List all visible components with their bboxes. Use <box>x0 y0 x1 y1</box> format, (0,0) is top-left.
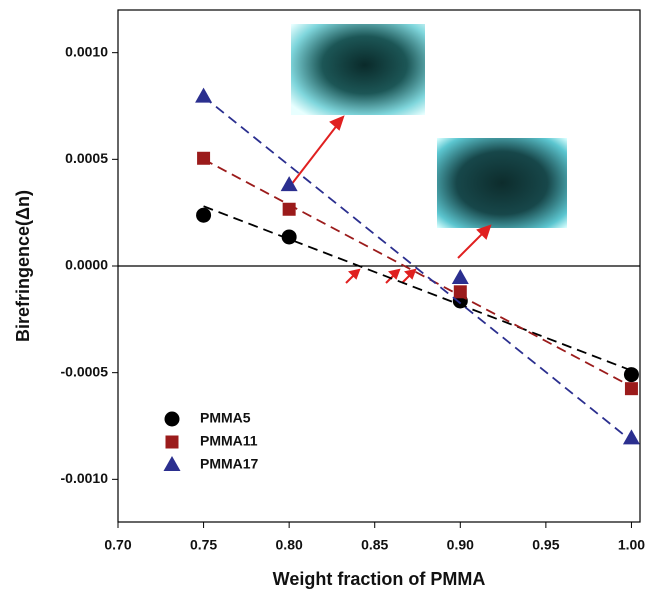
point <box>282 202 296 216</box>
y-axis-title: Birefringence(Δn) <box>13 190 33 342</box>
inset-image <box>291 24 425 115</box>
x-tick-label: 0.95 <box>532 537 559 553</box>
fit-line <box>203 205 632 372</box>
y-tick-label: 0.0010 <box>65 43 108 59</box>
point <box>196 207 212 223</box>
point <box>624 382 638 396</box>
point <box>195 87 213 103</box>
fit-line <box>203 158 632 388</box>
point <box>451 268 469 284</box>
point <box>164 411 180 427</box>
point <box>453 285 467 299</box>
point <box>622 429 640 445</box>
y-tick-label: -0.0010 <box>61 470 109 486</box>
x-tick-label: 1.00 <box>618 537 645 553</box>
arrows <box>290 115 492 284</box>
legend-label: PMMA17 <box>200 456 259 472</box>
y-tick-label: 0.0000 <box>65 257 108 273</box>
point <box>623 367 639 383</box>
legend-label: PMMA5 <box>200 410 251 426</box>
fit-line <box>203 95 633 442</box>
legend-label: PMMA11 <box>200 433 258 449</box>
x-tick-label: 0.70 <box>104 537 131 553</box>
x-axis-title: Weight fraction of PMMA <box>273 569 486 589</box>
point <box>281 229 297 245</box>
point <box>165 435 179 449</box>
point <box>163 456 181 471</box>
y-tick-label: -0.0005 <box>61 363 109 379</box>
x-tick-label: 0.75 <box>190 537 217 553</box>
inset-image <box>437 138 567 228</box>
point <box>197 151 211 165</box>
point <box>280 176 298 192</box>
y-tick-label: 0.0005 <box>65 150 108 166</box>
x-tick-label: 0.80 <box>276 537 303 553</box>
x-tick-label: 0.85 <box>361 537 388 553</box>
x-tick-label: 0.90 <box>447 537 474 553</box>
